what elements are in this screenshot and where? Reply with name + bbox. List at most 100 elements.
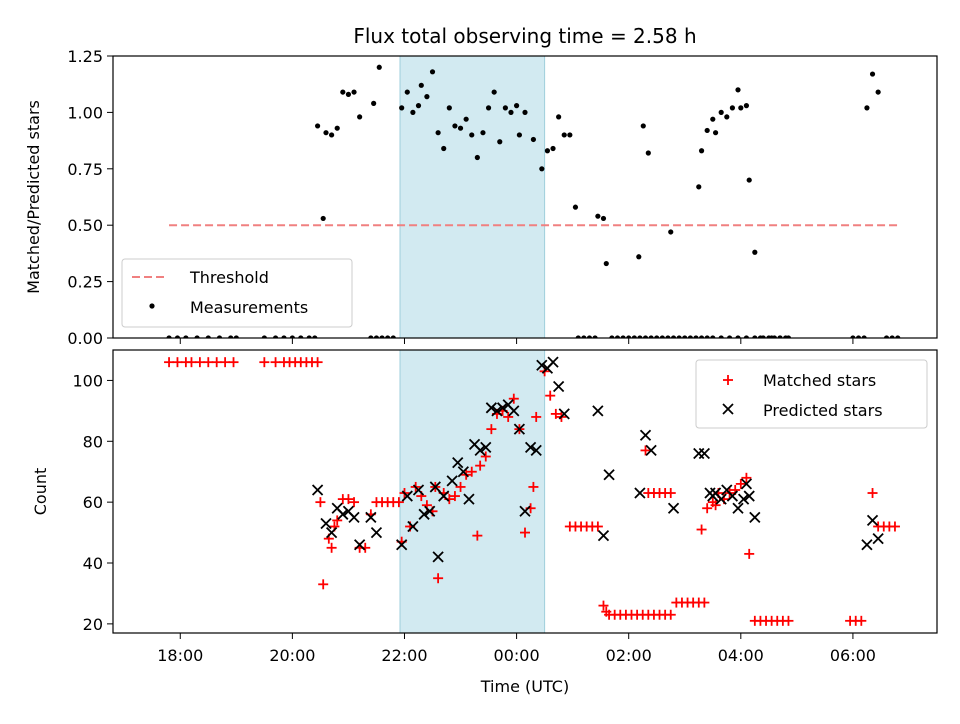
predicted-star-stroke-b	[370, 526, 383, 539]
measurement-point	[550, 145, 556, 152]
predicted-star-point	[519, 505, 531, 517]
measurement-point	[522, 109, 528, 115]
y-axis-label: Matched/Predicted stars	[24, 100, 43, 294]
measurement-point	[513, 103, 520, 109]
predicted-star-point	[693, 447, 705, 460]
measurement-point	[626, 335, 632, 338]
measurement-point	[743, 335, 750, 338]
matched-star-point	[867, 488, 878, 499]
predicted-star-point	[634, 487, 646, 499]
measurement-point	[600, 215, 607, 222]
predicted-star-stroke-b	[348, 511, 360, 524]
predicted-star-stroke-b	[485, 402, 498, 414]
legend-threshold-label: Threshold	[189, 268, 269, 287]
matched-star-point	[699, 597, 710, 608]
measurement-point	[757, 335, 764, 338]
predicted-star-stroke-b	[432, 551, 444, 563]
legend-matched-label: Matched stars	[763, 371, 876, 390]
predicted-star-stroke-b	[337, 508, 349, 520]
measurement-point	[452, 123, 458, 129]
matched-star-point	[211, 357, 222, 368]
predicted-star-stroke-b	[457, 466, 469, 478]
y-tick-label: 40	[83, 554, 103, 573]
measurement-point	[312, 335, 318, 338]
predicted-star-point	[861, 539, 873, 551]
measurement-point	[289, 335, 295, 338]
measurement-point	[586, 335, 593, 338]
x-tick-label: 06:00	[830, 646, 876, 665]
measurement-point	[645, 150, 651, 156]
predicted-star-point	[552, 380, 565, 393]
predicted-star-stroke-b	[424, 505, 436, 517]
measurement-point	[329, 132, 335, 138]
measurement-point	[502, 105, 508, 111]
predicted-star-stroke-b	[396, 539, 408, 551]
matched-star-point	[475, 460, 486, 471]
matched-star-point	[741, 472, 752, 483]
measurement-point	[441, 145, 447, 152]
measurement-point	[668, 229, 674, 235]
measurement-point	[595, 213, 601, 219]
x-tick-label: 02:00	[606, 646, 652, 665]
predicted-star-stroke-b	[524, 441, 537, 454]
predicted-star-stroke-b	[552, 380, 565, 393]
matched-star-point	[259, 357, 270, 368]
y-tick-label: 0.00	[67, 329, 103, 348]
measurement-point	[777, 335, 783, 338]
measurement-point	[620, 335, 626, 338]
measurement-point	[469, 132, 475, 138]
measurement-point	[379, 335, 385, 338]
measurement-point	[648, 335, 654, 338]
measurement-point	[261, 335, 267, 338]
measurement-point	[743, 103, 750, 109]
matched-star-point	[598, 600, 609, 611]
predicted-star-stroke-b	[866, 514, 879, 527]
measurement-point	[704, 335, 710, 338]
predicted-star-stroke-b	[667, 502, 680, 514]
predicted-star-stroke-b	[558, 408, 570, 420]
predicted-star-point	[639, 429, 652, 441]
matched-star-point	[466, 466, 477, 477]
predicted-star-point	[401, 490, 413, 502]
predicted-star-point	[726, 490, 739, 502]
measurement-point	[373, 335, 380, 338]
predicted-star-point	[348, 511, 360, 524]
x-tick-label: 22:00	[381, 646, 427, 665]
measurement-point	[726, 335, 733, 338]
measurement-point	[480, 130, 486, 136]
y-tick-label: 0.25	[67, 273, 103, 292]
matched-star-point	[856, 615, 867, 626]
axes-frame	[112, 55, 938, 339]
matched-star-point	[349, 497, 360, 508]
matched-star-point	[343, 494, 354, 505]
predicted-star-point	[412, 484, 425, 496]
matched-star-point	[528, 481, 539, 492]
predicted-star-stroke-b	[407, 520, 419, 533]
predicted-star-point	[452, 456, 464, 469]
predicted-star-stroke-b	[732, 502, 744, 514]
observing-time-span	[399, 349, 546, 634]
predicted-star-stroke-b	[438, 490, 450, 502]
measurement-point	[376, 64, 382, 70]
predicted-star-point	[524, 441, 537, 454]
measurement-point	[194, 335, 200, 338]
measurement-point	[298, 335, 304, 338]
predicted-star-stroke-b	[634, 487, 646, 499]
predicted-star-stroke-b	[536, 359, 548, 371]
measurement-point	[718, 335, 724, 338]
y-axis-label: Count	[31, 468, 50, 516]
predicted-star-stroke-b	[463, 493, 475, 505]
measurement-point	[698, 335, 705, 338]
y-tick-label: 1.25	[67, 47, 103, 66]
measurement-point	[693, 335, 699, 338]
measurement-point	[710, 116, 716, 122]
predicted-star-stroke-b	[872, 533, 884, 545]
matched-star-point	[270, 357, 281, 368]
predicted-star-stroke-b	[639, 429, 652, 441]
predicted-star-point	[325, 526, 338, 539]
predicted-star-stroke-b	[474, 444, 486, 457]
measurement-point	[670, 335, 677, 338]
predicted-star-point	[508, 405, 520, 417]
matched-star-point	[486, 424, 497, 435]
